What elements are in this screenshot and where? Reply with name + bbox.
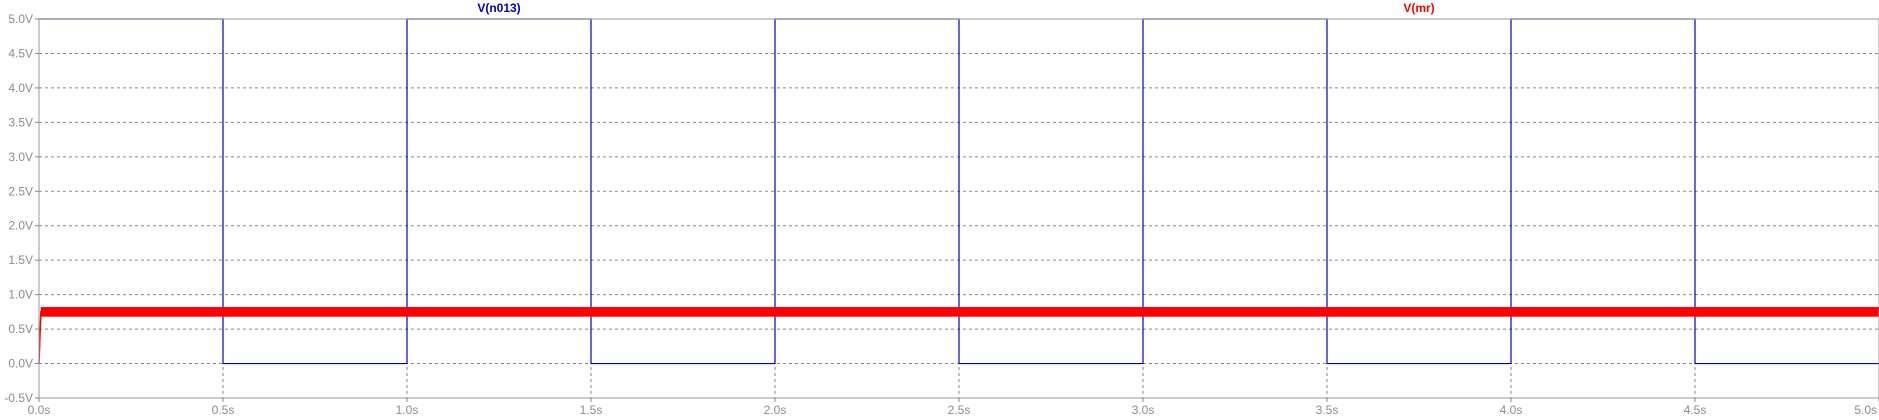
traces (38, 18, 1879, 365)
x-tick-label: 1.5s (580, 403, 603, 415)
x-tick-label: 2.5s (948, 403, 971, 415)
y-tick-label: 4.0V (8, 81, 33, 95)
y-tick-label: 1.0V (8, 288, 33, 302)
x-tick-label: 3.5s (1316, 403, 1339, 415)
series-line-vmr (38, 311, 1879, 364)
series-name-label: V(mr) (1403, 1, 1434, 15)
series-line-vn013 (39, 18, 1879, 365)
x-tick-label: 0.0s (28, 403, 51, 415)
x-tick-label: 3.0s (1132, 403, 1155, 415)
x-tick-label: 0.5s (212, 403, 235, 415)
y-tick-label: 5.0V (8, 12, 33, 26)
y-tick-label: 0.5V (8, 322, 33, 336)
y-tick-label: 3.0V (8, 150, 33, 164)
x-tick-label: 4.5s (1684, 403, 1707, 415)
x-tick-label: 5.0s (1854, 403, 1877, 415)
y-tick-label: 0.0V (8, 357, 33, 371)
x-tick-label: 1.0s (396, 403, 419, 415)
series-name-label: V(n013) (477, 1, 520, 15)
x-tick-label: 2.0s (764, 403, 787, 415)
y-tick-label: 4.5V (8, 46, 33, 60)
y-tick-label: 2.0V (8, 219, 33, 233)
trace-titles: V(n013) V(mr) (477, 1, 1434, 15)
y-tick-label: 1.5V (8, 253, 33, 267)
x-tick-label: 4.0s (1500, 403, 1523, 415)
y-tick-label: -0.5V (4, 391, 33, 405)
axes: -0.5V 0.0V 0.5V 1.0V 1.5V 2.0V 2.5V 3.0V 3.5V 4.0… (4, 12, 1879, 417)
y-tick-label: 2.5V (8, 184, 33, 198)
y-tick-label: 3.5V (8, 115, 33, 129)
